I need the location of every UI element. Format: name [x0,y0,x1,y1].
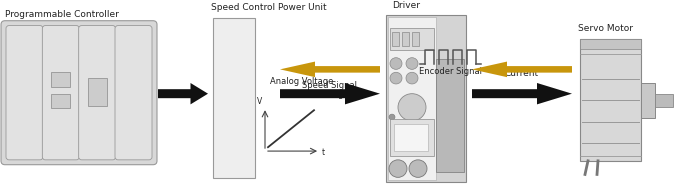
Bar [655,94,673,107]
Bar [51,93,70,108]
Bar [51,72,70,87]
FancyBboxPatch shape [6,26,43,160]
Polygon shape [472,62,572,77]
Text: Speed Signal: Speed Signal [302,81,358,90]
Polygon shape [280,83,380,104]
Polygon shape [280,62,380,77]
Text: Current: Current [505,69,539,78]
Bar [390,28,434,50]
Circle shape [406,58,418,69]
Polygon shape [158,83,208,104]
Text: Programmable Controller: Programmable Controller [5,10,119,19]
Circle shape [389,114,395,120]
Bar [641,83,655,118]
Text: Servo Motor: Servo Motor [578,24,633,33]
Circle shape [389,160,407,177]
Bar [213,18,255,178]
FancyBboxPatch shape [78,26,116,160]
Circle shape [398,94,426,121]
Text: Analog Voltage: Analog Voltage [270,77,333,86]
Bar [394,124,428,151]
Bar [392,32,399,46]
Bar [580,39,641,49]
FancyBboxPatch shape [1,21,157,165]
Bar [436,59,464,173]
Polygon shape [472,83,572,104]
Text: Encoder Signal: Encoder Signal [419,67,482,76]
Bar [88,78,106,106]
Text: t: t [322,148,325,157]
Bar [580,39,641,161]
Bar [390,119,434,156]
Circle shape [409,160,427,177]
Circle shape [406,72,418,84]
Bar [386,15,466,182]
Bar [412,32,419,46]
Text: Alarm Signal: Alarm Signal [303,90,356,99]
FancyBboxPatch shape [42,26,79,160]
Circle shape [390,58,402,69]
FancyBboxPatch shape [115,26,152,160]
Circle shape [390,72,402,84]
Bar [388,17,436,180]
Text: V: V [258,97,262,106]
Bar [402,32,409,46]
Text: Speed Control Power Unit: Speed Control Power Unit [211,3,327,12]
Text: Driver: Driver [392,1,420,10]
